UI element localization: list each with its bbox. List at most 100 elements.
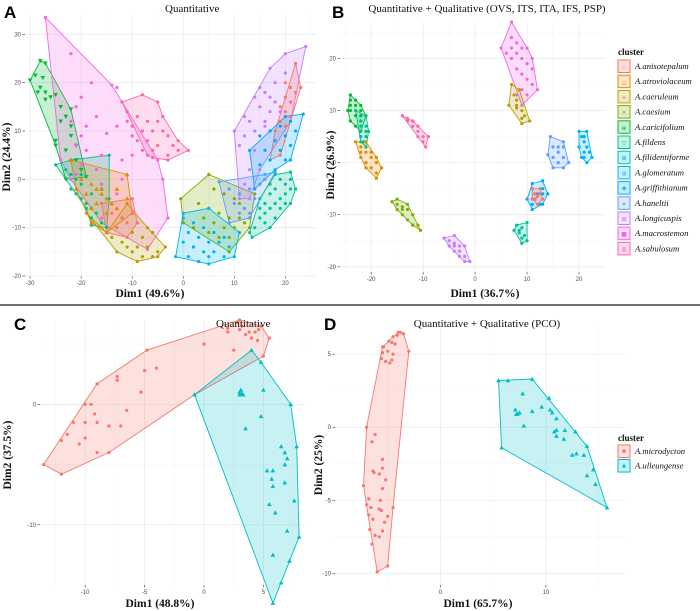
panel-a-xlabel: Dim1 (49.6%) <box>116 288 185 300</box>
legend-key-swatch <box>617 150 631 165</box>
data-point-a-longicuspis <box>463 244 467 248</box>
data-point-a-atroviolaceum <box>73 186 79 191</box>
data-point-a-haneltii <box>551 145 555 149</box>
legend-key-symbol <box>622 449 626 454</box>
data-point-a-macrostemon <box>69 177 73 181</box>
legend-item: A.microdycton <box>617 444 685 458</box>
data-point-a-macrostemon <box>504 51 508 55</box>
data-point-a-glomeratum <box>207 206 211 210</box>
data-point-a-longicuspis <box>447 244 451 248</box>
panel-a-ylabel: Dim2 (24.4%) <box>1 122 13 191</box>
panel-letter-b: B <box>332 3 344 22</box>
data-point-a-caricifolium <box>512 228 516 232</box>
data-point-a-microdycton <box>373 432 377 437</box>
data-point-a-caricifolium <box>268 192 272 196</box>
data-point-a-ulleungense <box>517 410 522 415</box>
panel-d-legend: cluster A.microdycton A.ulleungense <box>617 433 685 473</box>
legend-key-swatch <box>617 165 631 180</box>
data-point-a-caesium <box>227 216 231 220</box>
data-point-a-sabulosum <box>400 114 404 118</box>
y-tick-label: -10 <box>322 571 331 577</box>
data-point-a-fildens <box>83 175 89 180</box>
legend-key-symbol: ✦ <box>621 201 626 208</box>
data-point-a-sabulosum <box>171 143 175 148</box>
data-point-a-filidentiforme <box>364 124 368 128</box>
data-point-a-griffithianum <box>530 207 534 212</box>
data-point-a-macrostemon <box>530 67 534 71</box>
data-point-a-sabulosum <box>411 119 415 123</box>
data-point-a-microdycton <box>107 450 111 455</box>
y-tick-label: 0 <box>33 402 37 408</box>
data-point-a-macrostemon <box>530 82 534 87</box>
data-point-a-ulleungense <box>294 444 300 449</box>
data-point-a-macrostemon <box>84 124 88 128</box>
data-point-a-griffithianum <box>248 148 252 152</box>
data-point-a-glomeratum <box>191 221 196 225</box>
data-point-a-anisotepalum-b <box>278 119 282 123</box>
data-point-a-microdycton <box>380 529 385 533</box>
data-point-a-haneltii <box>237 211 242 215</box>
data-point-a-glomeratum <box>582 150 586 154</box>
legend-label: A.fildens <box>634 137 666 147</box>
data-point-a-macrostemon <box>69 52 73 56</box>
data-point-a-longicuspis <box>248 168 252 172</box>
data-point-a-anisotepalum <box>120 216 124 220</box>
data-point-a-microdycton <box>373 533 377 537</box>
data-point-a-sabulosum <box>156 143 160 148</box>
data-point-a-caeruleum <box>151 255 155 259</box>
data-point-a-filidentiforme <box>69 172 73 177</box>
data-point-a-griffithianum <box>541 202 545 206</box>
data-point-a-macrostemon <box>130 153 134 157</box>
data-point-a-caesium <box>395 207 399 212</box>
data-point-a-sabulosum <box>140 148 145 152</box>
data-point-a-microdycton <box>379 356 383 361</box>
data-point-a-sabulosum <box>161 114 165 119</box>
data-point-a-haneltii <box>561 166 566 170</box>
data-point-a-macrostemon <box>99 153 104 157</box>
data-point-a-ulleungense <box>269 476 275 481</box>
data-point-a-sabulosum <box>140 93 145 97</box>
data-point-a-microdycton <box>375 570 379 574</box>
data-point-a-glomeratum <box>577 129 581 133</box>
data-point-a-caesium <box>191 226 196 230</box>
data-point-a-haneltii <box>546 153 550 157</box>
data-point-a-microdycton <box>382 520 387 524</box>
data-point-a-longicuspis <box>457 244 462 248</box>
data-point-a-caesium <box>418 228 423 232</box>
data-point-a-macrostemon <box>166 216 170 220</box>
data-point-a-longicuspis <box>442 236 446 240</box>
x-tick-label: -20 <box>367 277 376 283</box>
data-point-a-microdycton <box>107 424 111 428</box>
data-point-a-longicuspis <box>452 244 456 248</box>
data-point-a-sabulosum <box>130 134 134 138</box>
data-point-a-sabulosum <box>176 148 180 152</box>
data-point-a-caricifolium <box>293 187 298 191</box>
data-point-a-caesium <box>227 235 231 239</box>
y-tick-label: -5 <box>326 498 332 504</box>
panel-d-legend-title: cluster <box>618 433 644 443</box>
data-point-a-microdycton <box>390 358 394 362</box>
y-tick-label: 10 <box>14 129 21 135</box>
data-point-a-griffithianum <box>278 124 282 128</box>
x-tick-label: 10 <box>524 277 531 283</box>
data-point-a-fildens <box>348 108 352 113</box>
data-point-a-fildens <box>63 148 69 153</box>
data-point-a-atroviolaceum <box>78 176 84 182</box>
data-point-a-haneltii <box>258 182 262 186</box>
data-point-a-caricifolium <box>258 197 262 201</box>
data-point-a-caesium <box>416 223 420 227</box>
data-point-a-filidentiforme <box>366 129 371 133</box>
data-point-a-caesium <box>395 202 399 206</box>
data-point-a-caesium <box>411 223 415 227</box>
data-point-a-haneltii <box>237 192 242 196</box>
data-point-a-caricifolium <box>520 226 524 230</box>
data-point-a-griffithianum <box>258 134 262 138</box>
data-point-a-caesium <box>181 221 185 225</box>
data-point-a-ulleungense <box>512 407 518 412</box>
data-point-a-sabulosum <box>151 148 155 152</box>
data-point-a-sabulosum <box>416 129 420 133</box>
x-tick-label: -10 <box>419 277 428 283</box>
data-point-a-microdycton <box>370 440 374 444</box>
data-point-a-sabulosum <box>426 134 430 139</box>
data-point-a-ulleungense <box>282 450 288 455</box>
